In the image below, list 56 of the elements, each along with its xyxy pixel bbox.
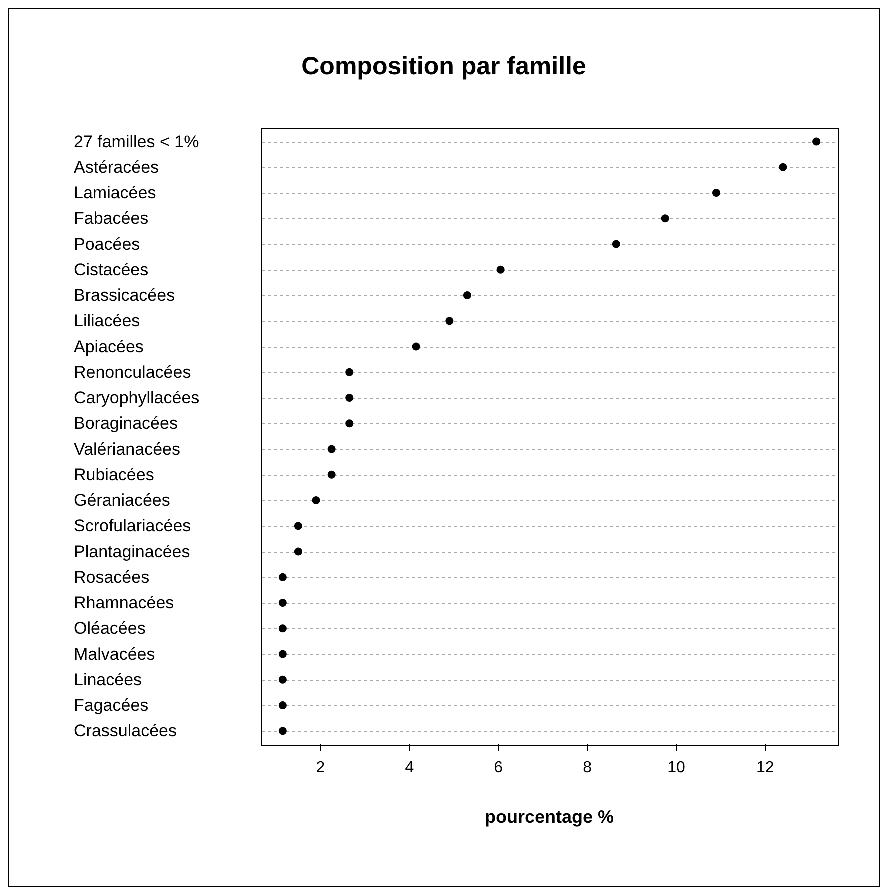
point: [328, 445, 336, 454]
y-tick-label: Rubiacées: [74, 465, 154, 484]
point: [294, 522, 302, 530]
point: [463, 292, 472, 300]
point: [812, 138, 821, 146]
point: [712, 189, 720, 198]
y-tick-label: Brassicacées: [74, 286, 176, 306]
y-tick-label: Rhamnacées: [74, 594, 174, 613]
point: [278, 650, 287, 658]
x-tick-label: 10: [668, 760, 686, 776]
y-tick-label: Malvacées: [74, 644, 156, 664]
y-tick-label: Cistacées: [74, 260, 149, 280]
y-tick-label: Rosacées: [74, 568, 150, 587]
y-tick-label: Fabacées: [74, 209, 149, 228]
x-tick-label: 12: [756, 760, 774, 776]
chart-title: Composition par famille: [302, 52, 586, 80]
point: [661, 214, 670, 223]
y-tick-label: 27 familles < 1%: [74, 132, 200, 152]
point: [278, 676, 287, 684]
point: [294, 548, 302, 556]
y-tick-label: Fagacées: [74, 696, 149, 716]
x-tick-label: 2: [316, 760, 326, 776]
y-tick-label: Lamiacées: [74, 184, 156, 203]
x-tick-label: 8: [583, 760, 592, 776]
point: [278, 624, 287, 633]
y-tick-label: Plantaginacées: [74, 542, 190, 562]
y-tick-label: Scrofulariacées: [74, 516, 192, 536]
point: [346, 368, 354, 376]
x-tick-label: 4: [405, 760, 414, 776]
point: [346, 394, 354, 402]
y-tick-label: Crassulacées: [74, 722, 177, 741]
point: [446, 317, 454, 326]
x-axis-title: pourcentage %: [484, 807, 614, 827]
y-tick-label: Caryophyllacées: [74, 388, 200, 408]
y-tick-label: Astéracées: [74, 158, 160, 177]
point: [612, 240, 620, 248]
y-tick-label: Géraniacées: [74, 491, 170, 510]
point: [412, 342, 420, 351]
y-tick-label: Oléacées: [74, 619, 146, 638]
point: [346, 420, 354, 428]
point: [278, 727, 287, 736]
x-tick-label: 6: [494, 760, 504, 776]
y-tick-label: Renonculacées: [74, 362, 192, 382]
y-tick-label: Valérianacées: [74, 440, 180, 459]
point: [278, 599, 287, 608]
y-tick-label: Apiacées: [74, 337, 144, 356]
y-tick-label: Poacées: [74, 234, 140, 254]
y-tick-label: Boraginacées: [74, 414, 178, 434]
point: [278, 573, 287, 582]
point: [312, 496, 320, 505]
y-tick-label: Liliacées: [74, 312, 140, 331]
point: [779, 163, 788, 172]
y-tick-label: Linacées: [74, 670, 142, 690]
point: [328, 470, 336, 479]
point: [496, 266, 505, 274]
point: [278, 702, 287, 710]
